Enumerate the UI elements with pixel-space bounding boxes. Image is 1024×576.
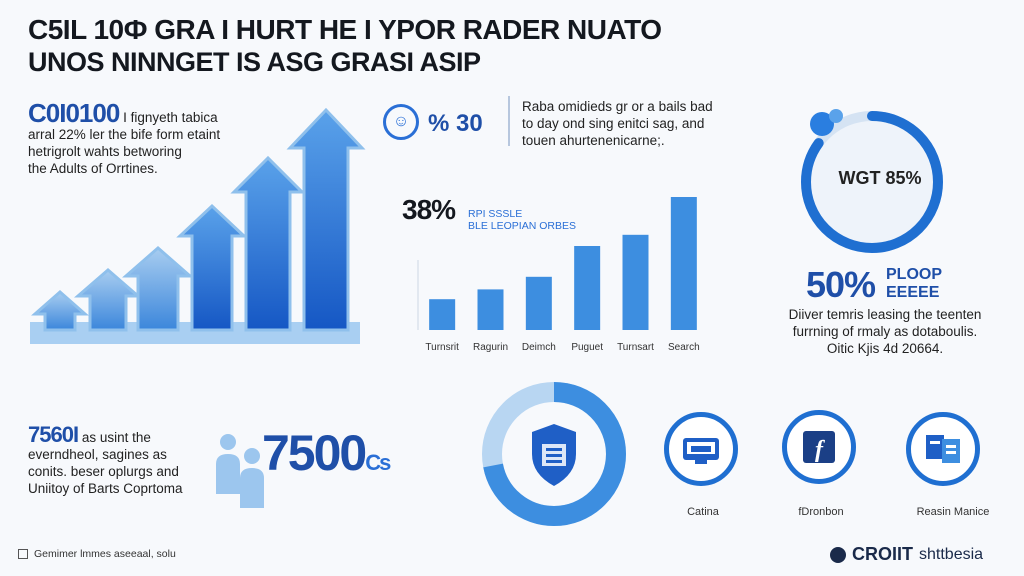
stat-line-1: Raba omidieds gr or a bails bad bbox=[522, 99, 713, 114]
ring-dot-small bbox=[829, 109, 843, 123]
brand-logo-icon bbox=[830, 546, 846, 563]
bar-chart-percent: 38% bbox=[402, 194, 456, 225]
stat-line-2: to day ond sing enitci sag, and bbox=[522, 116, 705, 131]
bar-5 bbox=[622, 234, 649, 330]
shield-icon bbox=[532, 424, 576, 486]
bar-3 bbox=[525, 276, 552, 330]
bottom-left-text: 7560I as usint the everndheol, sagines a… bbox=[28, 424, 228, 497]
bar-1 bbox=[429, 299, 456, 330]
bottom-left-line-1: as usint the bbox=[81, 430, 151, 445]
bar-tick-label-5: Turnsart bbox=[617, 342, 654, 353]
brand-suffix: shttbesia bbox=[919, 545, 984, 563]
bar-tick-label-2: Ragurin bbox=[473, 342, 508, 353]
stat-line-3: touen ahurtenenicarne;. bbox=[522, 133, 665, 148]
arrow-6 bbox=[286, 107, 366, 332]
intro-line-1: I fignyeth tabica bbox=[123, 110, 218, 125]
arrow-2 bbox=[73, 268, 143, 332]
bar-tick-label-4: Puguet bbox=[571, 342, 603, 353]
brand-name: CROIIT bbox=[852, 544, 913, 564]
bar-chart-caption: RPI SSSLE BLE LEOPIAN ORBES bbox=[468, 208, 576, 232]
bottom-left-big-number: 7560I bbox=[28, 422, 79, 447]
bar-caption-line-2: BLE LEOPIAN ORBES bbox=[468, 220, 576, 232]
arrow-3 bbox=[122, 246, 194, 332]
footer-brand: CROIIT shttbesia bbox=[830, 544, 983, 565]
ring-progress bbox=[801, 111, 943, 253]
bar-4 bbox=[574, 246, 601, 330]
growth-arrows-graphic bbox=[30, 107, 366, 344]
fifty-line-3: Oitic Kjis 4d 20664. bbox=[826, 341, 944, 356]
intro-line-2: arral 22% ler the bife form etaint bbox=[28, 127, 221, 142]
bar-chart-header: 38% bbox=[402, 194, 456, 226]
intro-text: C0I0100 I fignyeth tabica arral 22% ler … bbox=[28, 100, 258, 177]
icon-label-3: Reasin Manice bbox=[916, 506, 990, 518]
bar-2 bbox=[477, 289, 504, 330]
fifty-percent-value: 50% bbox=[806, 264, 876, 305]
bar-caption-line-1: RPI SSSLE bbox=[468, 208, 523, 220]
facebook-icon-badge[interactable]: f bbox=[782, 410, 856, 484]
donut-progress bbox=[482, 382, 626, 526]
fifty-caption-line-1: PLOOP bbox=[886, 266, 943, 283]
arrow-4 bbox=[176, 203, 248, 332]
big-7500-value: 7500Cs bbox=[262, 424, 391, 482]
footer-credit-text: Gemimer lmmes aseeaal, solu bbox=[34, 548, 176, 560]
fifty-line-2: furrning of rmaly as dotaboulis. bbox=[792, 324, 978, 339]
ring-dot-large bbox=[810, 112, 834, 136]
page-title: C5IL 10Ф GRA I HURT HE I YPOR RADER NUAT… bbox=[28, 14, 748, 78]
seven-suffix: Cs bbox=[365, 450, 391, 475]
seven-value: 7500 bbox=[262, 425, 367, 481]
title-line-1: C5IL 10Ф GRA I HURT HE I YPOR RADER NUAT… bbox=[28, 14, 662, 45]
arrow-5 bbox=[230, 155, 306, 332]
bar-tick-label-1: Turnsrit bbox=[425, 342, 459, 353]
bar-tick-label-6: Search bbox=[668, 342, 700, 353]
percent-badge-icon: ☺ bbox=[383, 104, 419, 140]
documents-icon bbox=[926, 435, 960, 463]
bottom-left-line-2: everndheol, sagines as bbox=[28, 447, 167, 462]
printer-icon bbox=[683, 438, 719, 464]
bottom-left-line-4: Uniitoy of Barts Coprtoma bbox=[28, 481, 183, 496]
footer-credit: Gemimer lmmes aseeaal, solu bbox=[18, 548, 176, 560]
footer-square-icon bbox=[18, 549, 28, 559]
bar-tick-label-3: Deimch bbox=[522, 342, 556, 353]
documents-icon-badge[interactable] bbox=[906, 412, 980, 486]
fifty-caption-line-2: EEEEE bbox=[886, 284, 940, 301]
bar-6 bbox=[670, 197, 697, 330]
title-line-2: UNOS NINNGET IS ASG GRASI ASIP bbox=[28, 47, 481, 77]
printer-icon-badge[interactable] bbox=[664, 412, 738, 486]
percent-value: % 30 bbox=[428, 110, 483, 137]
divider bbox=[508, 96, 510, 146]
fifty-caption: PLOOP EEEEE bbox=[886, 266, 942, 302]
fifty-description: Diiver temris leasing the teenten furrni… bbox=[770, 306, 1000, 357]
fifty-line-1: Diiver temris leasing the teenten bbox=[788, 307, 982, 322]
bar-chart: Turnsrit Ragurin Deimch Puguet Turnsart Searc… bbox=[417, 197, 700, 353]
people-icon bbox=[216, 434, 264, 508]
arrow-1 bbox=[31, 290, 89, 332]
ring-label: WGT 85% bbox=[838, 168, 922, 188]
icon-label-2: fDronbon bbox=[798, 506, 844, 518]
intro-line-3: hetrigrolt wahts betworing bbox=[28, 144, 182, 159]
facebook-icon: f bbox=[803, 431, 835, 463]
intro-line-4: the Adults of Orrtines. bbox=[28, 161, 158, 176]
ring-bg bbox=[806, 116, 938, 248]
ring-gauge bbox=[801, 109, 943, 253]
bottom-left-line-3: conits. beser oplurgs and bbox=[28, 464, 179, 479]
stat-description: Raba omidieds gr or a bails bad to day o… bbox=[522, 98, 742, 149]
donut-chart bbox=[482, 382, 626, 526]
icon-label-1: Catina bbox=[687, 506, 719, 518]
intro-big-number: C0I0100 bbox=[28, 98, 120, 128]
svg-text:f: f bbox=[815, 437, 825, 463]
